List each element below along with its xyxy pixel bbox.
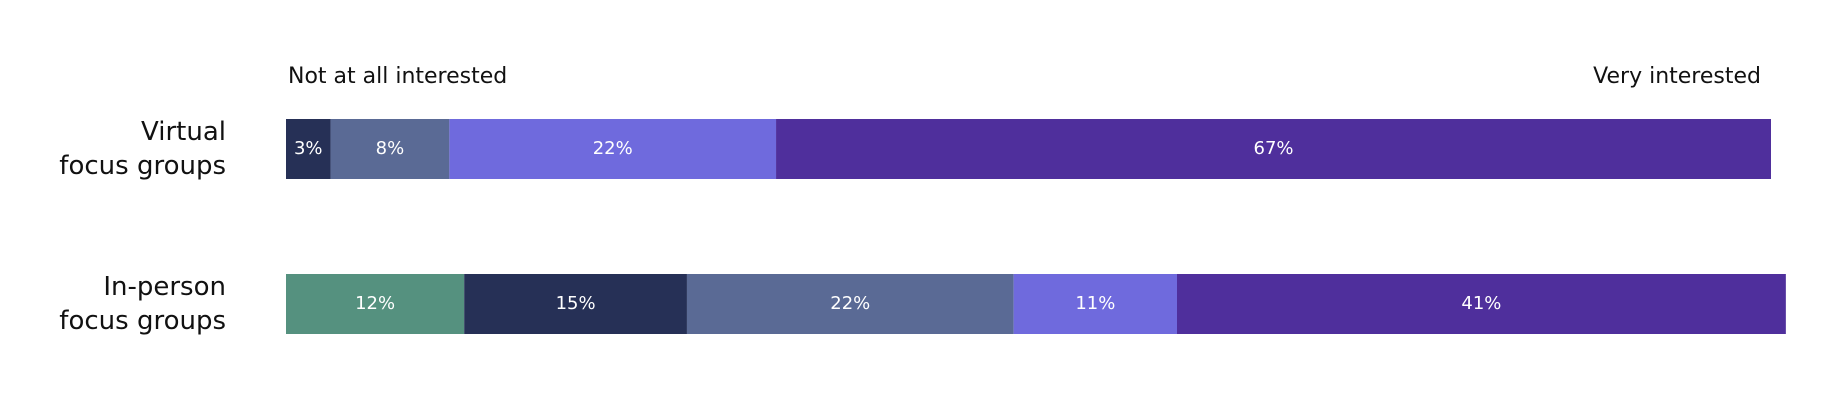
value-label: 67% [1254,138,1294,159]
value-label: 22% [830,293,870,314]
bar-segment [330,119,450,179]
bar-segment [1177,274,1786,334]
bar-segment [776,119,1771,179]
bar-segment [464,274,687,334]
value-label: 41% [1461,293,1501,314]
value-label: 22% [593,138,633,159]
annotation-right: Very interested [1593,64,1761,89]
bar-segment [286,119,331,179]
bar-segment [1013,274,1177,334]
value-label: 3% [294,138,323,159]
value-label: 12% [355,293,395,314]
bar-segment [449,119,777,179]
annotation-left: Not at all interested [288,64,507,89]
bar-segment [686,274,1014,334]
category-label: Virtual focus groups [59,117,226,181]
bar-segment [286,274,465,334]
value-label: 15% [556,293,596,314]
category-label: In-person focus groups [59,272,226,336]
value-label: 11% [1075,293,1115,314]
value-label: 8% [376,138,405,159]
